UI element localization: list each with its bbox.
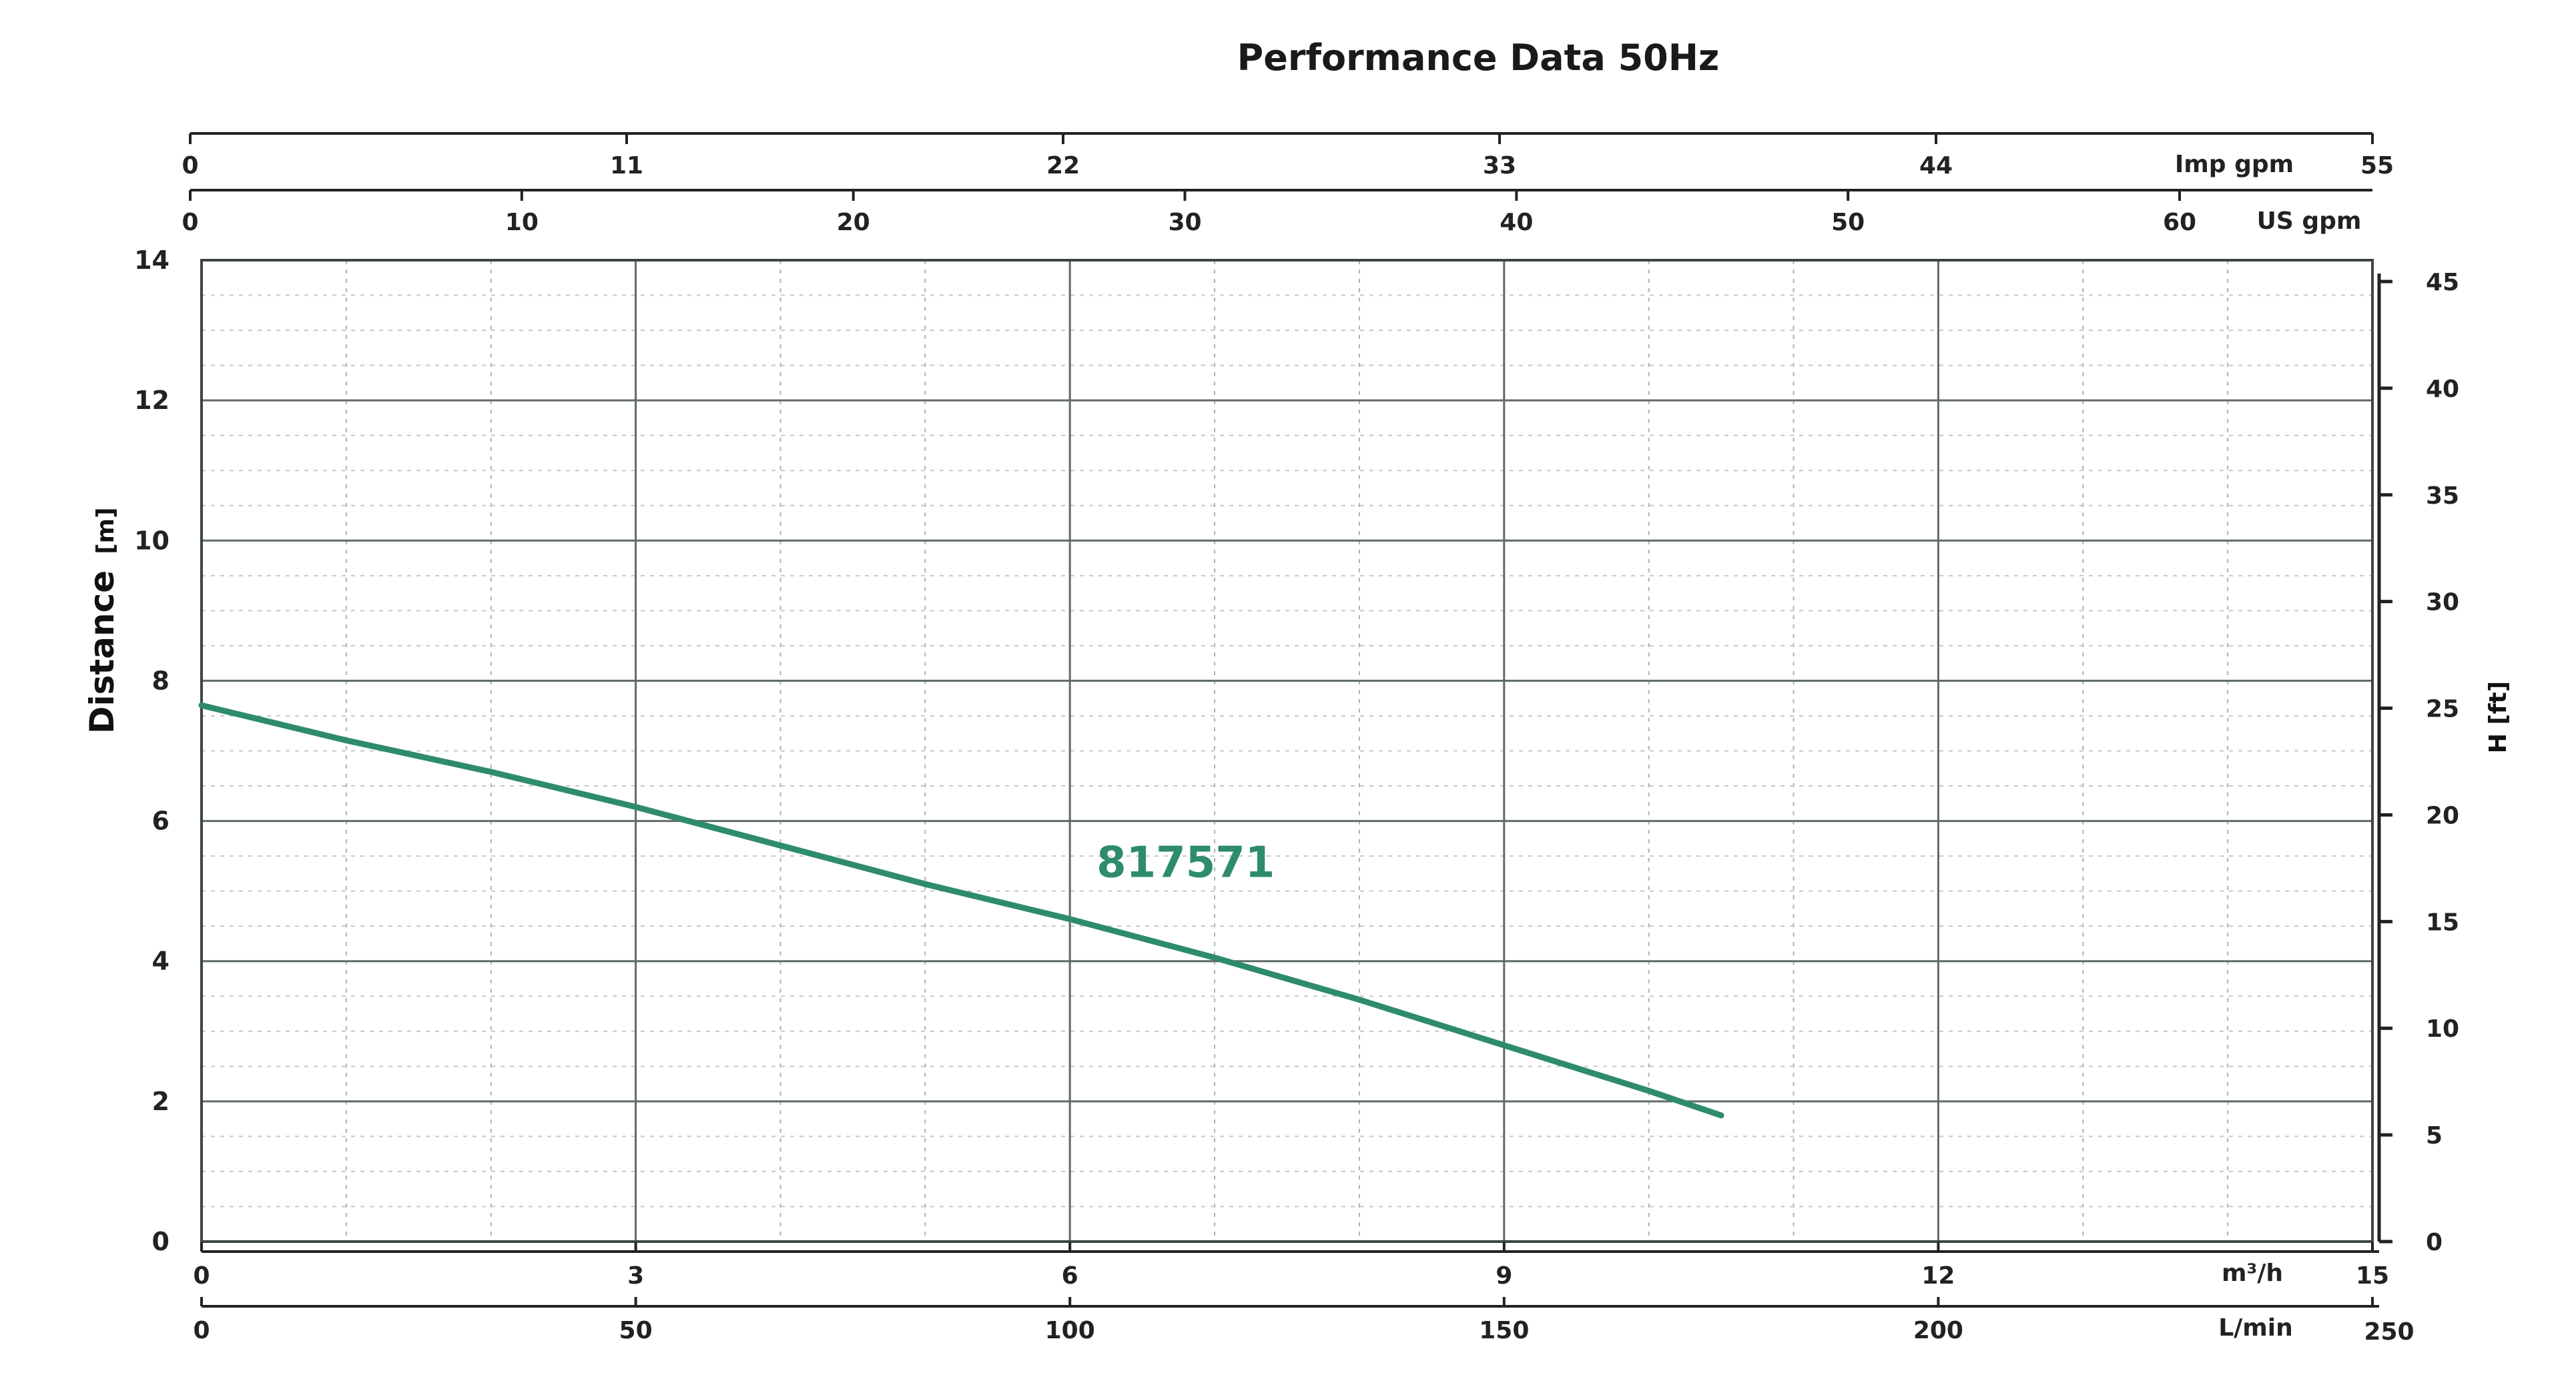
y-right-tick-label: 15 bbox=[2426, 909, 2459, 936]
x-axis-m3h-tick-label: 6 bbox=[1062, 1262, 1078, 1290]
x-axis-lmin-tick-label: 0 bbox=[193, 1317, 210, 1344]
y-tick-label: 0 bbox=[152, 1227, 170, 1256]
x-axis-m3h-tick-label: 12 bbox=[1921, 1262, 1955, 1290]
x-top-us-tick-label: 20 bbox=[837, 209, 870, 236]
x-axis-lmin-tick-label: 150 bbox=[1479, 1317, 1529, 1344]
series-label: 817571 bbox=[1096, 839, 1275, 888]
x-top-us-tick-label: 10 bbox=[505, 209, 539, 236]
x-top-us-tick-label: 60 bbox=[2163, 209, 2196, 236]
x-top-us-tick-label: 0 bbox=[182, 209, 198, 236]
y-right-tick-label: 45 bbox=[2426, 269, 2459, 296]
y-right-tick-label: 10 bbox=[2426, 1015, 2459, 1043]
x-top-imp-tick-label: 44 bbox=[1919, 152, 1953, 179]
data-point bbox=[924, 883, 926, 885]
y-tick-label: 12 bbox=[134, 386, 170, 415]
x-top-imp-tick-label: 55 bbox=[2360, 152, 2394, 179]
x-axis-lmin-tick-label: 50 bbox=[619, 1317, 653, 1344]
y-right-axis-label: H [ft] bbox=[2485, 681, 2512, 753]
y-right-tick-label: 30 bbox=[2426, 589, 2459, 616]
data-point bbox=[779, 845, 781, 846]
y-right-tick-label: 5 bbox=[2426, 1122, 2443, 1150]
x-top-us-tick-label: 40 bbox=[1500, 209, 1533, 236]
x-top-us-unit: US gpm bbox=[2257, 207, 2362, 235]
x-axis-m3h-unit: m³/h bbox=[2222, 1260, 2283, 1287]
plot-frame bbox=[200, 259, 2374, 1243]
y-tick-label: 6 bbox=[152, 807, 170, 836]
x-axis-m3h-tick-label: 3 bbox=[627, 1262, 644, 1290]
x-top-imp-tick-label: 33 bbox=[1483, 152, 1516, 179]
y-right-axis-label-text: H [ft] bbox=[2485, 681, 2512, 753]
y-right-tick-label: 35 bbox=[2426, 482, 2459, 510]
x-axis-lmin-tick-label: 100 bbox=[1045, 1317, 1095, 1344]
x-axis-m3h-tick-label: 15 bbox=[2356, 1262, 2389, 1290]
y-right-tick-label: 25 bbox=[2426, 696, 2459, 723]
y-right-tick-label: 0 bbox=[2426, 1229, 2443, 1256]
y-right-tick-label: 20 bbox=[2426, 802, 2459, 829]
x-top-imp-tick-label: 0 bbox=[182, 152, 198, 179]
x-top-us-tick-label: 30 bbox=[1168, 209, 1201, 236]
y-axis-label-name: Distance bbox=[83, 570, 121, 734]
chart-title: Performance Data 50Hz bbox=[1237, 37, 1720, 79]
y-axis-label-unit: [m] bbox=[92, 507, 119, 554]
y-tick-label: 10 bbox=[134, 526, 170, 555]
x-axis-m3h-tick-label: 0 bbox=[193, 1262, 210, 1290]
y-axis-label: Distance [m] bbox=[83, 507, 121, 734]
series-line-817571 bbox=[198, 702, 1724, 1119]
y-right-tick-label: 40 bbox=[2426, 376, 2459, 403]
y-axis-label-text: Distance [m] bbox=[83, 507, 121, 734]
x-top-us-tick-label: 50 bbox=[1831, 209, 1865, 236]
y-tick-label: 8 bbox=[152, 666, 170, 695]
y-tick-label: 14 bbox=[134, 246, 170, 275]
x-axis-lmin-unit: L/min bbox=[2218, 1314, 2293, 1342]
y-tick-label: 2 bbox=[152, 1087, 170, 1116]
x-axis-lmin-tick-label: 250 bbox=[2364, 1318, 2414, 1346]
x-axis-lmin-tick-label: 200 bbox=[1913, 1317, 1963, 1344]
x-top-imp-tick-label: 22 bbox=[1046, 152, 1080, 179]
x-top-imp-unit: Imp gpm bbox=[2175, 151, 2294, 178]
x-axis-m3h-tick-label: 9 bbox=[1496, 1262, 1512, 1290]
x-top-imp-tick-label: 11 bbox=[610, 152, 643, 179]
y-tick-label: 4 bbox=[152, 947, 170, 976]
